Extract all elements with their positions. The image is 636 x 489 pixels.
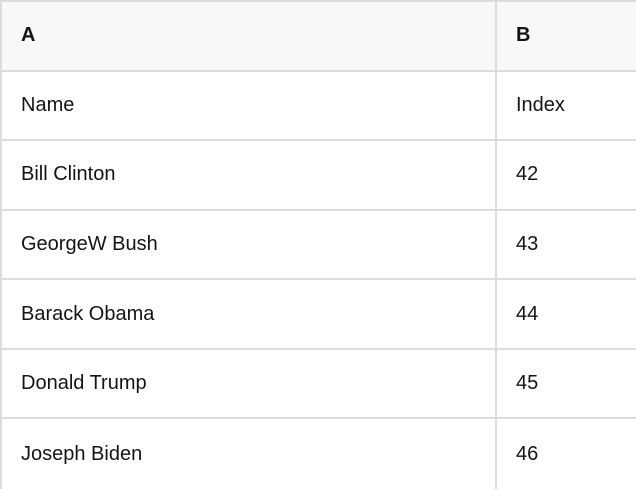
cell-b2[interactable]: 42 [497, 141, 636, 211]
cell-a2[interactable]: Bill Clinton [2, 141, 497, 211]
cell-a6[interactable]: Joseph Biden [2, 419, 497, 489]
cell-b4-text: 44 [516, 302, 539, 325]
cell-b5[interactable]: 45 [497, 349, 636, 420]
cell-a6-text: Joseph Biden [21, 442, 143, 465]
cell-a1-text: Name [21, 93, 75, 116]
cell-b6[interactable]: 46 [497, 419, 636, 489]
column-header-b-label: B [516, 24, 531, 47]
column-header-a-label: A [21, 24, 36, 47]
cell-b3-text: 43 [516, 232, 539, 255]
column-header-a[interactable]: A [2, 2, 497, 72]
cell-a5-text: Donald Trump [21, 372, 147, 395]
cell-a4-text: Barack Obama [21, 302, 155, 325]
cell-a3-text: GeorgeW Bush [21, 232, 158, 255]
cell-b3[interactable]: 43 [497, 210, 636, 281]
cell-a1[interactable]: Name [2, 71, 497, 142]
cell-b4[interactable]: 44 [497, 280, 636, 350]
cell-a4[interactable]: Barack Obama [2, 280, 497, 350]
cell-b6-text: 46 [516, 442, 539, 465]
cell-b2-text: 42 [516, 163, 539, 186]
cell-b5-text: 45 [516, 372, 539, 395]
column-header-b[interactable]: B [497, 2, 636, 72]
cell-b1[interactable]: Index [497, 71, 636, 142]
cell-a2-text: Bill Clinton [21, 163, 116, 186]
cell-a3[interactable]: GeorgeW Bush [2, 210, 497, 281]
cell-b1-text: Index [516, 93, 565, 116]
cell-a5[interactable]: Donald Trump [2, 349, 497, 420]
